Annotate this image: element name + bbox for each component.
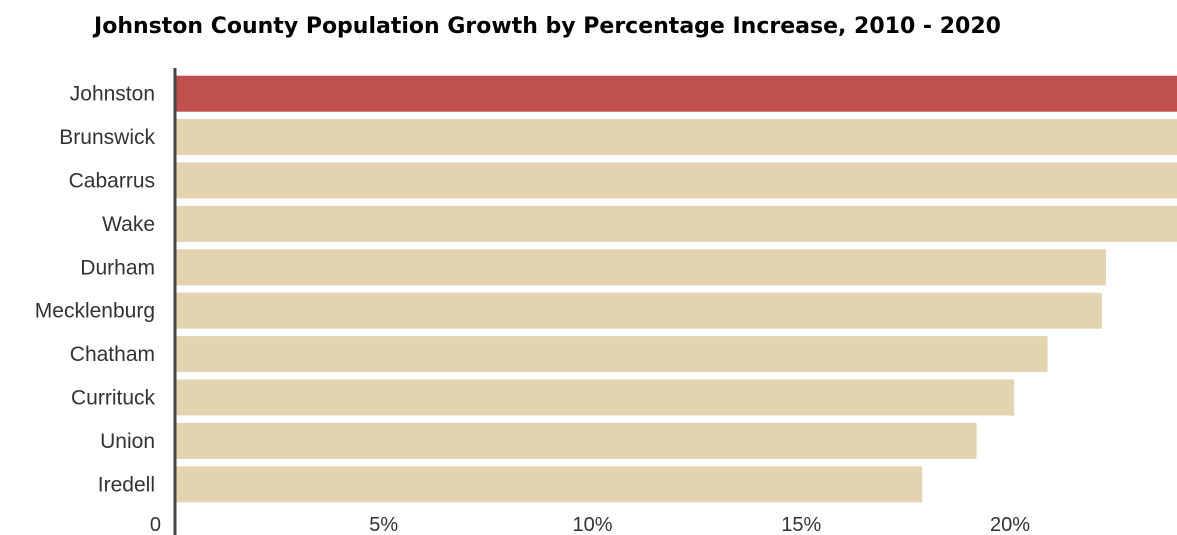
bar-iredell	[175, 466, 923, 503]
category-labels: Johnston Brunswick Cabarrus Wake Durham Meckl…	[35, 83, 156, 497]
category-label-brunswick: Brunswick	[59, 126, 155, 149]
bar-brunswick	[175, 119, 1177, 156]
category-label-durham: Durham	[80, 256, 155, 279]
category-label-union: Union	[100, 430, 155, 453]
chart-title: Johnston County Population Growth by Per…	[94, 14, 1001, 39]
bar-johnston	[175, 75, 1177, 112]
category-label-wake: Wake	[102, 213, 155, 236]
x-tick-label: 5%	[369, 514, 398, 535]
bar-cabarrus	[175, 162, 1177, 199]
category-label-chatham: Chatham	[70, 343, 155, 366]
category-label-johnston: Johnston	[70, 83, 155, 106]
bar-durham	[175, 249, 1106, 286]
bar-chatham	[175, 336, 1048, 373]
x-tick-label: 0	[150, 514, 161, 535]
bar-union	[175, 422, 977, 459]
x-tick-labels: 0 5% 10% 15% 20%	[150, 514, 1030, 535]
bar-wake	[175, 205, 1177, 242]
category-label-iredell: Iredell	[98, 473, 155, 496]
x-tick-label: 20%	[990, 514, 1030, 535]
bar-mecklenburg	[175, 292, 1102, 329]
bar-currituck	[175, 379, 1015, 416]
x-tick-label: 15%	[781, 514, 821, 535]
category-label-cabarrus: Cabarrus	[69, 170, 155, 193]
x-tick-label: 10%	[572, 514, 612, 535]
category-label-currituck: Currituck	[71, 387, 156, 410]
category-label-mecklenburg: Mecklenburg	[35, 300, 155, 323]
bars-group	[175, 75, 1177, 503]
